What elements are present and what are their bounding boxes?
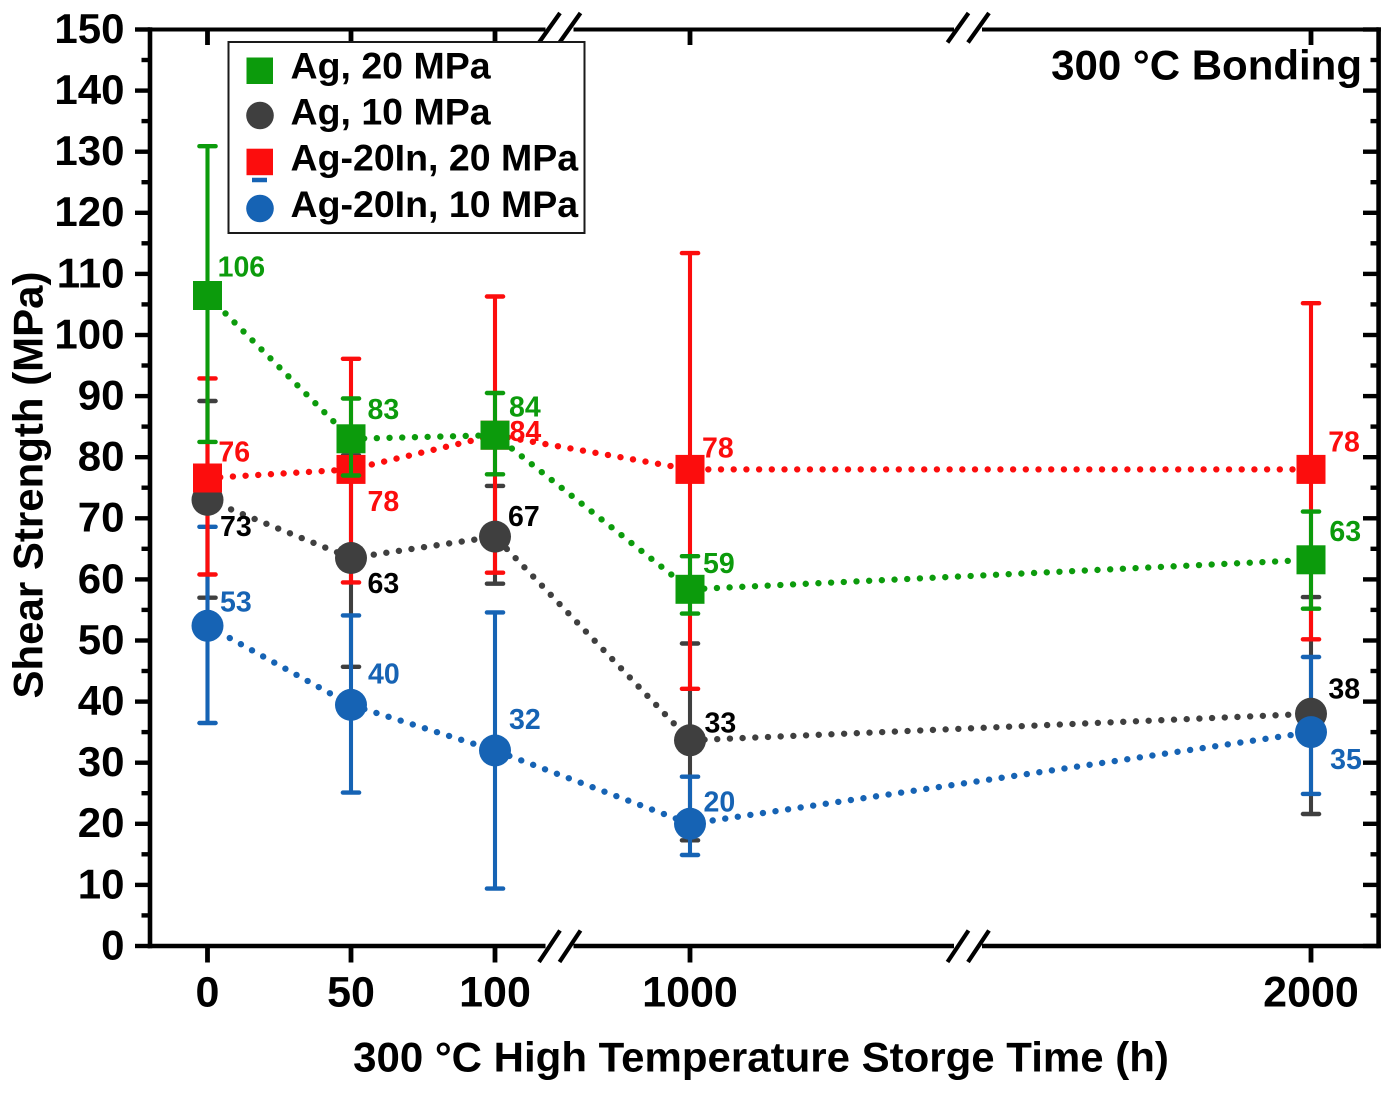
svg-text:1000: 1000: [642, 969, 738, 1017]
svg-text:67: 67: [508, 501, 540, 533]
svg-text:70: 70: [78, 494, 125, 541]
svg-text:20: 20: [78, 799, 125, 846]
svg-text:100: 100: [54, 310, 124, 357]
svg-text:38: 38: [1328, 674, 1360, 706]
svg-text:10: 10: [78, 860, 125, 907]
svg-text:84: 84: [510, 416, 542, 448]
svg-text:35: 35: [1330, 744, 1362, 776]
svg-text:63: 63: [1329, 516, 1361, 548]
svg-text:60: 60: [78, 555, 125, 602]
svg-text:20: 20: [704, 787, 736, 819]
svg-text:50: 50: [78, 616, 125, 663]
svg-text:90: 90: [78, 372, 125, 419]
svg-text:78: 78: [1328, 426, 1360, 458]
svg-text:300 °C High Temperature Storge: 300 °C High Temperature Storge Time (h): [353, 1034, 1169, 1081]
svg-text:73: 73: [220, 511, 252, 543]
svg-text:Ag-20In, 10 MPa: Ag-20In, 10 MPa: [291, 183, 580, 225]
svg-text:Shear Strength (MPa): Shear Strength (MPa): [4, 271, 51, 698]
svg-text:59: 59: [703, 548, 735, 580]
svg-text:30: 30: [78, 738, 125, 785]
svg-text:100: 100: [459, 969, 531, 1017]
svg-text:120: 120: [54, 188, 124, 235]
svg-text:40: 40: [78, 677, 125, 724]
svg-text:80: 80: [78, 433, 125, 480]
svg-text:110: 110: [57, 249, 125, 296]
svg-text:106: 106: [218, 252, 266, 284]
svg-text:78: 78: [368, 486, 400, 518]
svg-text:2000: 2000: [1263, 969, 1359, 1017]
svg-text:Ag-20In, 20 MPa: Ag-20In, 20 MPa: [291, 137, 580, 179]
svg-text:150: 150: [54, 5, 124, 52]
svg-text:40: 40: [368, 659, 400, 691]
svg-text:78: 78: [702, 433, 734, 465]
svg-text:76: 76: [218, 436, 250, 468]
svg-text:Ag, 10 MPa: Ag, 10 MPa: [291, 91, 492, 133]
svg-text:0: 0: [196, 969, 220, 1017]
svg-text:130: 130: [54, 127, 124, 174]
svg-text:53: 53: [220, 587, 252, 619]
svg-text:63: 63: [368, 568, 400, 600]
svg-text:84: 84: [509, 392, 541, 424]
svg-text:32: 32: [509, 704, 541, 736]
svg-text:83: 83: [368, 394, 400, 426]
svg-text:300 °C Bonding: 300 °C Bonding: [1051, 42, 1362, 89]
svg-text:33: 33: [705, 708, 737, 740]
svg-text:50: 50: [327, 969, 375, 1017]
svg-text:140: 140: [54, 66, 124, 113]
svg-text:Ag, 20 MPa: Ag, 20 MPa: [291, 45, 492, 87]
svg-text:0: 0: [101, 921, 124, 968]
